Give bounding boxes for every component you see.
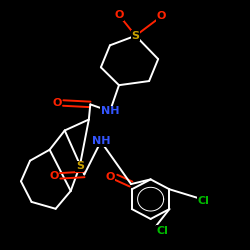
Text: Cl: Cl [157,226,168,236]
Text: Cl: Cl [198,196,209,205]
Text: NH: NH [92,136,110,146]
Text: O: O [156,12,166,22]
Text: NH: NH [101,106,119,116]
Text: S: S [132,31,140,41]
Text: O: O [114,10,124,20]
Text: O: O [50,171,59,181]
Text: S: S [76,161,84,171]
Text: O: O [105,172,115,182]
Text: O: O [52,98,62,108]
